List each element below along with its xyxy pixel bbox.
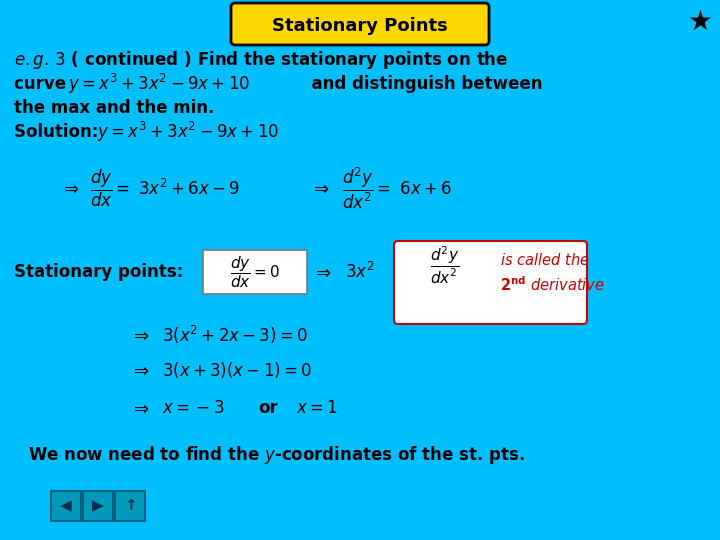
FancyBboxPatch shape (203, 250, 307, 294)
Text: $\dfrac{d^2 y}{dx^2} = \ 6x + 6$: $\dfrac{d^2 y}{dx^2} = \ 6x + 6$ (342, 165, 452, 211)
Text: ◀: ◀ (60, 498, 72, 514)
Text: $\dfrac{dy}{dx} = 0$: $\dfrac{dy}{dx} = 0$ (230, 254, 280, 290)
Text: $\Rightarrow$: $\Rightarrow$ (312, 263, 332, 281)
Text: $\Rightarrow$: $\Rightarrow$ (310, 179, 330, 197)
Text: ★: ★ (688, 8, 712, 36)
FancyBboxPatch shape (83, 491, 113, 521)
Text: $\mathbf{2^{nd}}\ \mathit{derivative}$: $\mathbf{2^{nd}}\ \mathit{derivative}$ (500, 275, 605, 294)
Text: ↑: ↑ (124, 498, 136, 514)
FancyBboxPatch shape (115, 491, 145, 521)
Text: $3x^2$: $3x^2$ (345, 262, 374, 282)
Text: $\dfrac{d^2 y}{dx^2}$: $\dfrac{d^2 y}{dx^2}$ (430, 245, 459, 286)
Text: We now need to find the $y$-coordinates of the st. pts.: We now need to find the $y$-coordinates … (28, 444, 525, 466)
FancyBboxPatch shape (231, 3, 489, 45)
Text: $y = x^3 + 3x^2 - 9x + 10$: $y = x^3 + 3x^2 - 9x + 10$ (68, 72, 250, 96)
Text: $\Rightarrow$: $\Rightarrow$ (60, 179, 80, 197)
Text: $y = x^3 + 3x^2 - 9x + 10$: $y = x^3 + 3x^2 - 9x + 10$ (97, 120, 279, 144)
Text: and distinguish between: and distinguish between (300, 75, 542, 93)
Text: $x = 1$: $x = 1$ (296, 399, 338, 417)
Text: $3(x^2 + 2x - 3) = 0$: $3(x^2 + 2x - 3) = 0$ (162, 324, 307, 346)
Text: Stationary Points: Stationary Points (272, 17, 448, 35)
Text: curve: curve (14, 75, 78, 93)
Text: $\dfrac{dy}{dx} = \ 3x^2 + 6x - 9$: $\dfrac{dy}{dx} = \ 3x^2 + 6x - 9$ (90, 167, 240, 208)
Text: or: or (258, 399, 278, 417)
Text: $x = -3$: $x = -3$ (162, 399, 225, 417)
Text: ▶: ▶ (92, 498, 104, 514)
Text: Solution:: Solution: (14, 123, 110, 141)
Text: $\mathit{is\ called\ the}$: $\mathit{is\ called\ the}$ (500, 252, 590, 268)
Text: Stationary points:: Stationary points: (14, 263, 184, 281)
FancyBboxPatch shape (394, 241, 587, 324)
Text: $3(x + 3)(x - 1) = 0$: $3(x + 3)(x - 1) = 0$ (162, 360, 312, 380)
FancyBboxPatch shape (51, 491, 81, 521)
Text: $\Rightarrow$: $\Rightarrow$ (130, 399, 150, 417)
Text: $\Rightarrow$: $\Rightarrow$ (130, 326, 150, 344)
Text: $e.g.\,3$ ( continued ) Find the stationary points on the: $e.g.\,3$ ( continued ) Find the station… (14, 49, 508, 71)
Text: $\Rightarrow$: $\Rightarrow$ (130, 361, 150, 379)
Text: the max and the min.: the max and the min. (14, 99, 215, 117)
